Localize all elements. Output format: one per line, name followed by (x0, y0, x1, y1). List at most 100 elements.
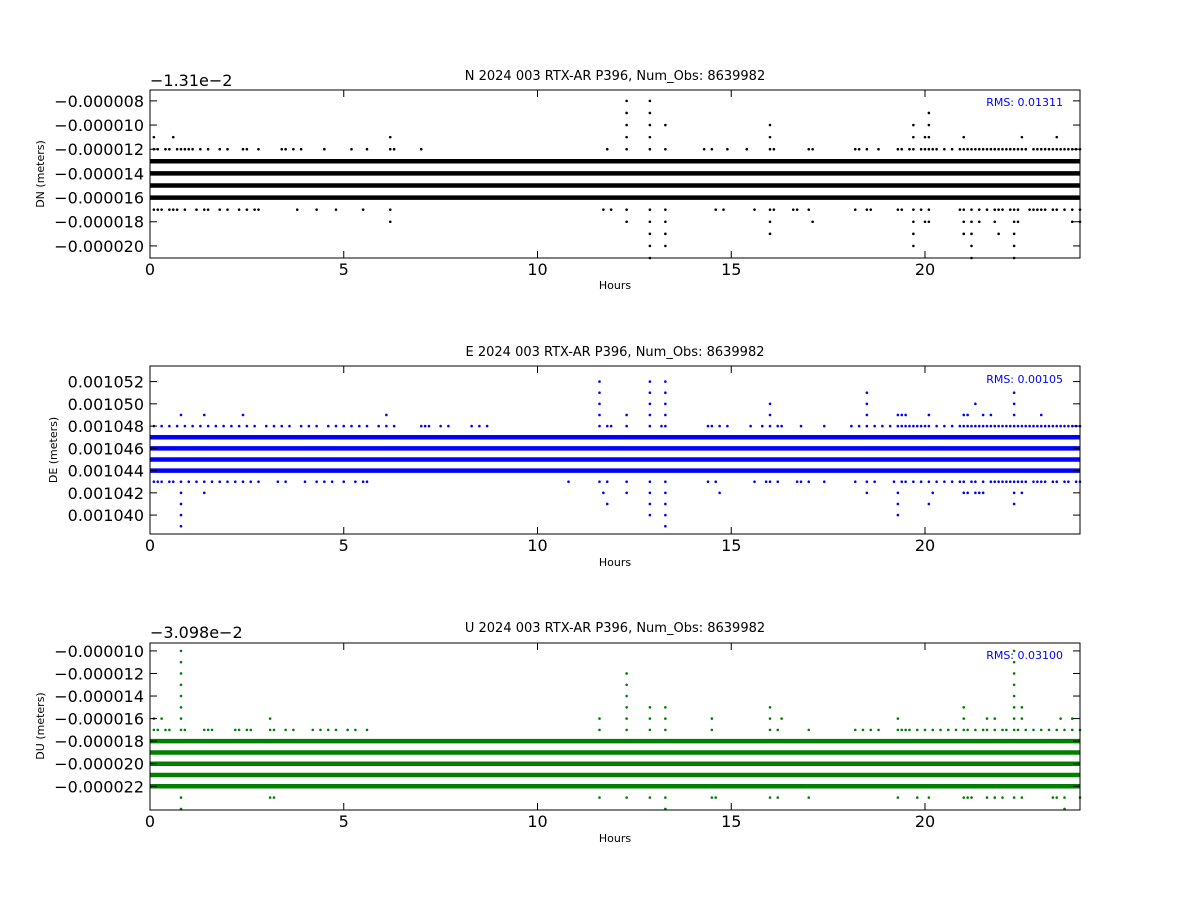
data-point (598, 796, 601, 799)
data-point (218, 208, 222, 211)
data-point (710, 424, 714, 428)
y-tick-label: 0.001052 (68, 373, 144, 392)
data-point (1059, 717, 1062, 720)
data-point (365, 728, 369, 732)
data-point (970, 796, 973, 799)
x-tick-label: 20 (915, 536, 935, 555)
data-point (966, 413, 969, 417)
data-point (1043, 424, 1047, 428)
data-point (303, 480, 307, 484)
data-point (202, 208, 206, 211)
data-point (664, 147, 667, 151)
data-point (168, 208, 171, 211)
data-point (904, 728, 907, 732)
data-point (1012, 413, 1016, 417)
data-point (768, 413, 772, 417)
data-point (648, 99, 652, 103)
data-point (745, 147, 749, 151)
data-point (900, 413, 904, 417)
data-point (179, 694, 183, 698)
data-point (877, 147, 880, 151)
data-point (648, 111, 652, 115)
y-tick-label: 0.001050 (68, 395, 144, 414)
data-point (292, 147, 295, 151)
data-point (175, 147, 179, 151)
x-tick-label: 5 (339, 260, 349, 279)
data-point (865, 402, 869, 406)
data-point (323, 480, 326, 484)
y-offset-label: −3.098e−2 (150, 623, 243, 642)
data-point (625, 796, 628, 799)
data-point (664, 524, 667, 528)
data-point (605, 424, 609, 428)
data-point (997, 424, 1000, 428)
data-point (861, 728, 865, 732)
data-point (179, 502, 183, 506)
data-point (1032, 147, 1035, 151)
data-point (1036, 480, 1039, 484)
data-point (164, 147, 167, 151)
data-point (931, 491, 935, 495)
data-point (923, 220, 927, 224)
data-point (1028, 424, 1031, 428)
data-point (179, 147, 183, 151)
data-point (943, 424, 946, 428)
data-point (865, 208, 869, 211)
data-point (896, 491, 900, 495)
data-marks (150, 649, 1082, 811)
data-point (900, 480, 904, 484)
data-point (927, 123, 931, 127)
data-point (1012, 208, 1016, 211)
data-point (896, 728, 900, 732)
data-point (1051, 208, 1055, 211)
data-point (179, 413, 183, 417)
data-point (648, 796, 652, 799)
data-point (970, 480, 973, 484)
data-point (288, 424, 291, 428)
data-point (946, 728, 950, 732)
data-point (768, 123, 772, 127)
data-point (625, 424, 628, 428)
data-point (993, 424, 997, 428)
y-tick-label: −0.000016 (54, 189, 144, 208)
data-point (714, 208, 718, 211)
data-point (598, 391, 601, 395)
data-point (245, 208, 249, 211)
data-point (772, 147, 776, 151)
data-point (923, 147, 927, 151)
y-tick-label: −0.000018 (54, 213, 144, 232)
data-point (245, 424, 249, 428)
data-point (865, 491, 869, 495)
data-point (974, 491, 977, 495)
data-point (168, 424, 171, 428)
data-point (1008, 208, 1012, 211)
data-point (625, 683, 628, 687)
data-point (722, 208, 725, 211)
data-point (989, 413, 993, 417)
data-point (768, 480, 772, 484)
panel-up: −3.098e−2 U 2024 003 RTX-AR P396, Num_Ob… (34, 621, 1082, 845)
data-point (625, 672, 628, 675)
data-point (245, 147, 249, 151)
data-point (284, 480, 287, 484)
data-point (912, 208, 915, 211)
data-point (900, 424, 904, 428)
data-point (299, 147, 303, 151)
data-point (152, 480, 156, 484)
data-point (974, 147, 977, 151)
data-point (900, 147, 904, 151)
data-point (760, 424, 764, 428)
data-point (187, 480, 191, 484)
y-tick-label: −0.000022 (54, 777, 144, 796)
data-point (1020, 147, 1024, 151)
data-point (1024, 147, 1028, 151)
data-point (958, 424, 962, 428)
data-point (268, 728, 272, 732)
data-point (1039, 413, 1043, 417)
x-tick-label: 15 (721, 260, 741, 279)
data-point (1043, 208, 1047, 211)
data-point (1020, 796, 1024, 799)
data-point (1001, 728, 1004, 732)
data-point (1070, 717, 1074, 720)
data-point (1012, 491, 1016, 495)
